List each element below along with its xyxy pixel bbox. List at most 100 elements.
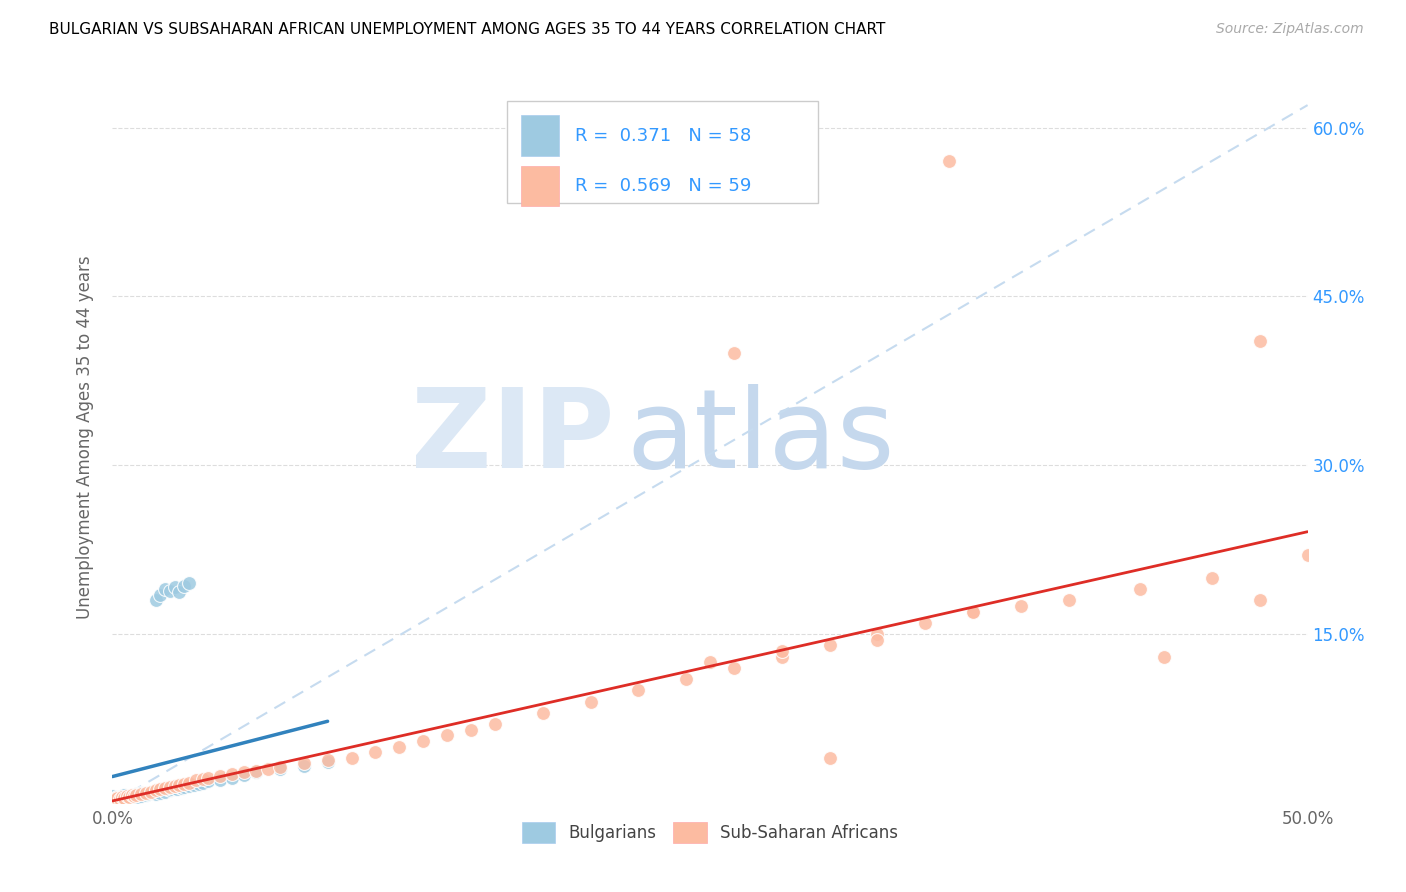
Point — [145, 787, 167, 801]
Point — [316, 756, 339, 770]
Point — [177, 779, 200, 793]
Point — [163, 580, 186, 594]
Point — [121, 788, 143, 802]
Point — [938, 154, 960, 169]
Point — [173, 579, 195, 593]
Point — [177, 576, 200, 591]
Point — [169, 780, 191, 794]
FancyBboxPatch shape — [508, 101, 818, 203]
Point — [153, 582, 176, 596]
Point — [162, 782, 183, 797]
Point — [138, 787, 160, 801]
Point — [675, 672, 697, 686]
Point — [169, 585, 191, 599]
Point — [166, 782, 188, 797]
Point — [579, 694, 602, 708]
Point — [159, 780, 181, 794]
Point — [316, 753, 339, 767]
Point — [770, 644, 793, 658]
Point — [233, 765, 256, 780]
Point — [101, 792, 124, 806]
Point — [149, 782, 172, 797]
Text: R =  0.569   N = 59: R = 0.569 N = 59 — [575, 177, 751, 195]
Y-axis label: Unemployment Among Ages 35 to 44 years: Unemployment Among Ages 35 to 44 years — [76, 255, 94, 619]
Bar — [522, 166, 560, 206]
Point — [484, 717, 506, 731]
Point — [159, 783, 181, 797]
Point — [129, 787, 152, 801]
Point — [115, 791, 138, 805]
Point — [118, 790, 141, 805]
Point — [135, 788, 157, 802]
Point — [723, 661, 745, 675]
Point — [169, 778, 191, 792]
Point — [163, 779, 186, 793]
Point — [269, 760, 291, 774]
Point — [770, 649, 793, 664]
Legend: Bulgarians, Sub-Saharan Africans: Bulgarians, Sub-Saharan Africans — [516, 815, 904, 849]
Point — [183, 778, 205, 792]
Point — [627, 683, 650, 698]
Point — [962, 605, 984, 619]
Point — [962, 605, 984, 619]
Point — [105, 791, 128, 805]
Point — [139, 784, 162, 798]
Point — [245, 764, 267, 779]
Point — [221, 771, 243, 785]
Point — [257, 762, 280, 776]
Point — [122, 788, 145, 802]
Point — [170, 781, 193, 796]
Point — [149, 786, 172, 800]
Point — [193, 772, 215, 787]
Point — [436, 728, 458, 742]
Point — [108, 793, 131, 807]
Point — [153, 784, 176, 798]
Point — [111, 790, 134, 805]
Point — [177, 775, 200, 789]
Point — [209, 773, 232, 788]
Point — [233, 767, 256, 781]
Point — [292, 756, 315, 771]
Point — [412, 734, 434, 748]
Point — [118, 790, 141, 805]
Point — [101, 796, 124, 810]
Point — [104, 791, 127, 805]
Point — [105, 793, 128, 807]
Point — [531, 706, 554, 720]
Point — [139, 786, 162, 800]
Point — [101, 793, 124, 807]
Point — [104, 792, 127, 806]
Point — [1249, 593, 1271, 607]
Point — [1249, 334, 1271, 349]
Point — [292, 758, 315, 772]
Point — [114, 791, 135, 805]
Point — [153, 781, 176, 796]
Point — [186, 773, 208, 788]
Point — [121, 789, 143, 803]
Point — [125, 787, 148, 801]
Point — [152, 783, 174, 797]
Point — [197, 774, 219, 789]
Point — [1296, 548, 1319, 562]
Point — [111, 792, 134, 806]
Point — [866, 632, 889, 647]
Point — [108, 790, 131, 805]
Point — [159, 584, 181, 599]
Point — [149, 588, 172, 602]
Point — [699, 655, 721, 669]
Point — [245, 765, 267, 780]
Point — [193, 775, 215, 789]
Point — [125, 791, 148, 805]
Point — [221, 766, 243, 780]
Point — [173, 777, 195, 791]
Point — [156, 782, 179, 797]
Point — [129, 789, 152, 803]
Point — [114, 792, 135, 806]
Point — [197, 771, 219, 785]
Point — [145, 783, 167, 797]
Point — [105, 790, 128, 805]
Text: ZIP: ZIP — [411, 384, 614, 491]
Point — [163, 781, 186, 796]
Text: R =  0.371   N = 58: R = 0.371 N = 58 — [575, 127, 751, 145]
Point — [866, 627, 889, 641]
